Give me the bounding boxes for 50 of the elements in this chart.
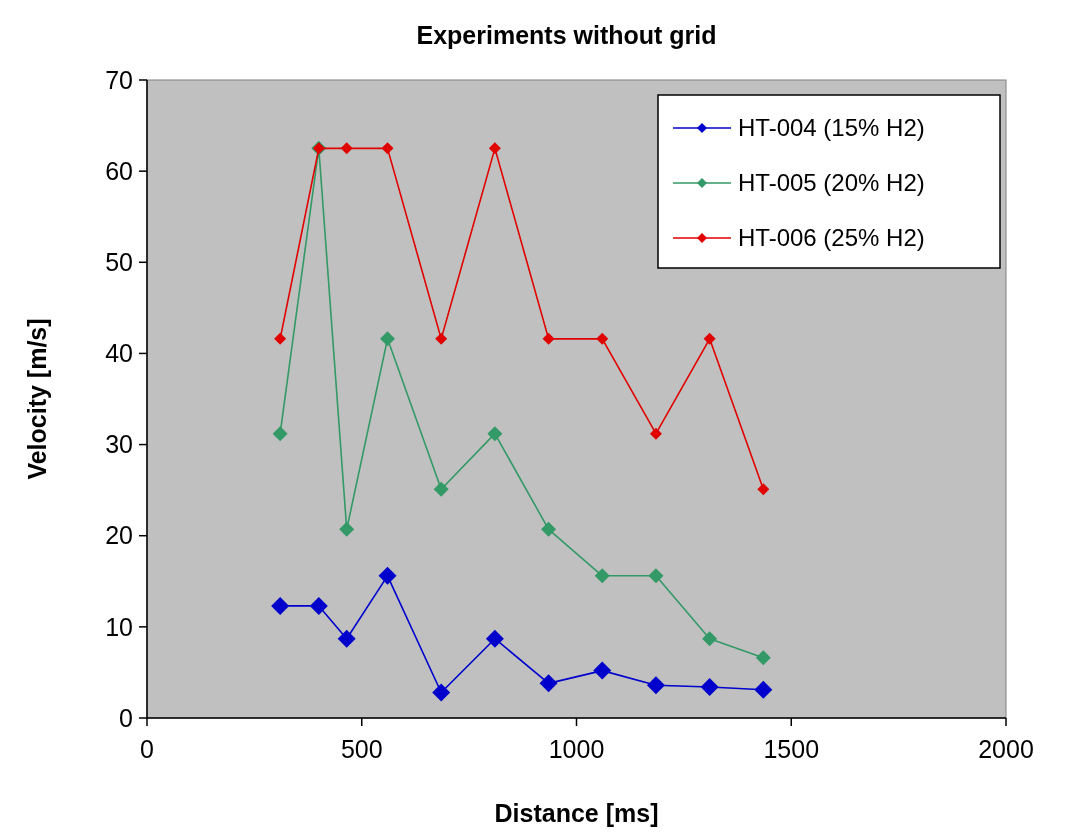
point xyxy=(596,332,609,345)
point xyxy=(755,650,771,666)
point xyxy=(594,568,610,584)
point xyxy=(541,521,557,537)
point xyxy=(646,676,665,695)
point xyxy=(271,596,290,615)
y-axis-title: Velocity [m/s] xyxy=(23,318,51,480)
y-tick-label: 60 xyxy=(105,156,133,185)
x-tick-label: 0 xyxy=(140,735,154,763)
x-axis-title: Distance [ms] xyxy=(494,799,659,827)
point xyxy=(309,596,328,615)
point xyxy=(488,142,501,155)
y-tick-label: 40 xyxy=(105,339,133,368)
point xyxy=(542,332,555,345)
point xyxy=(432,683,451,702)
point xyxy=(703,332,716,345)
y-tick-label: 0 xyxy=(119,703,133,732)
point xyxy=(435,332,448,345)
chart-title: Experiments without grid xyxy=(416,21,717,49)
point xyxy=(700,678,719,697)
x-tick-label: 1500 xyxy=(763,735,820,763)
point xyxy=(339,521,355,537)
y-tick-label: 70 xyxy=(105,65,133,94)
y-tick-label: 30 xyxy=(105,430,133,459)
point xyxy=(757,483,770,496)
point xyxy=(593,661,612,680)
x-tick-label: 500 xyxy=(340,735,383,763)
point xyxy=(340,142,353,155)
y-tick-label: 50 xyxy=(105,248,133,277)
point xyxy=(539,674,558,693)
point xyxy=(274,332,287,345)
point xyxy=(485,629,504,648)
point xyxy=(378,566,397,585)
point xyxy=(648,568,664,584)
point xyxy=(487,426,503,442)
legend-label: HT-004 (15% H2) xyxy=(738,114,925,142)
point xyxy=(337,629,356,648)
point xyxy=(381,142,394,155)
x-tick-label: 1000 xyxy=(548,735,605,763)
point xyxy=(380,331,396,347)
y-tick-label: 20 xyxy=(105,521,133,550)
point xyxy=(702,631,718,647)
point xyxy=(433,481,449,497)
legend-label: HT-005 (20% H2) xyxy=(738,169,925,197)
point xyxy=(754,680,773,699)
legend-label: HT-006 (25% H2) xyxy=(738,224,925,252)
point xyxy=(649,427,662,440)
y-tick-label: 10 xyxy=(105,612,133,641)
x-tick-label: 2000 xyxy=(978,735,1034,763)
point xyxy=(272,426,288,442)
